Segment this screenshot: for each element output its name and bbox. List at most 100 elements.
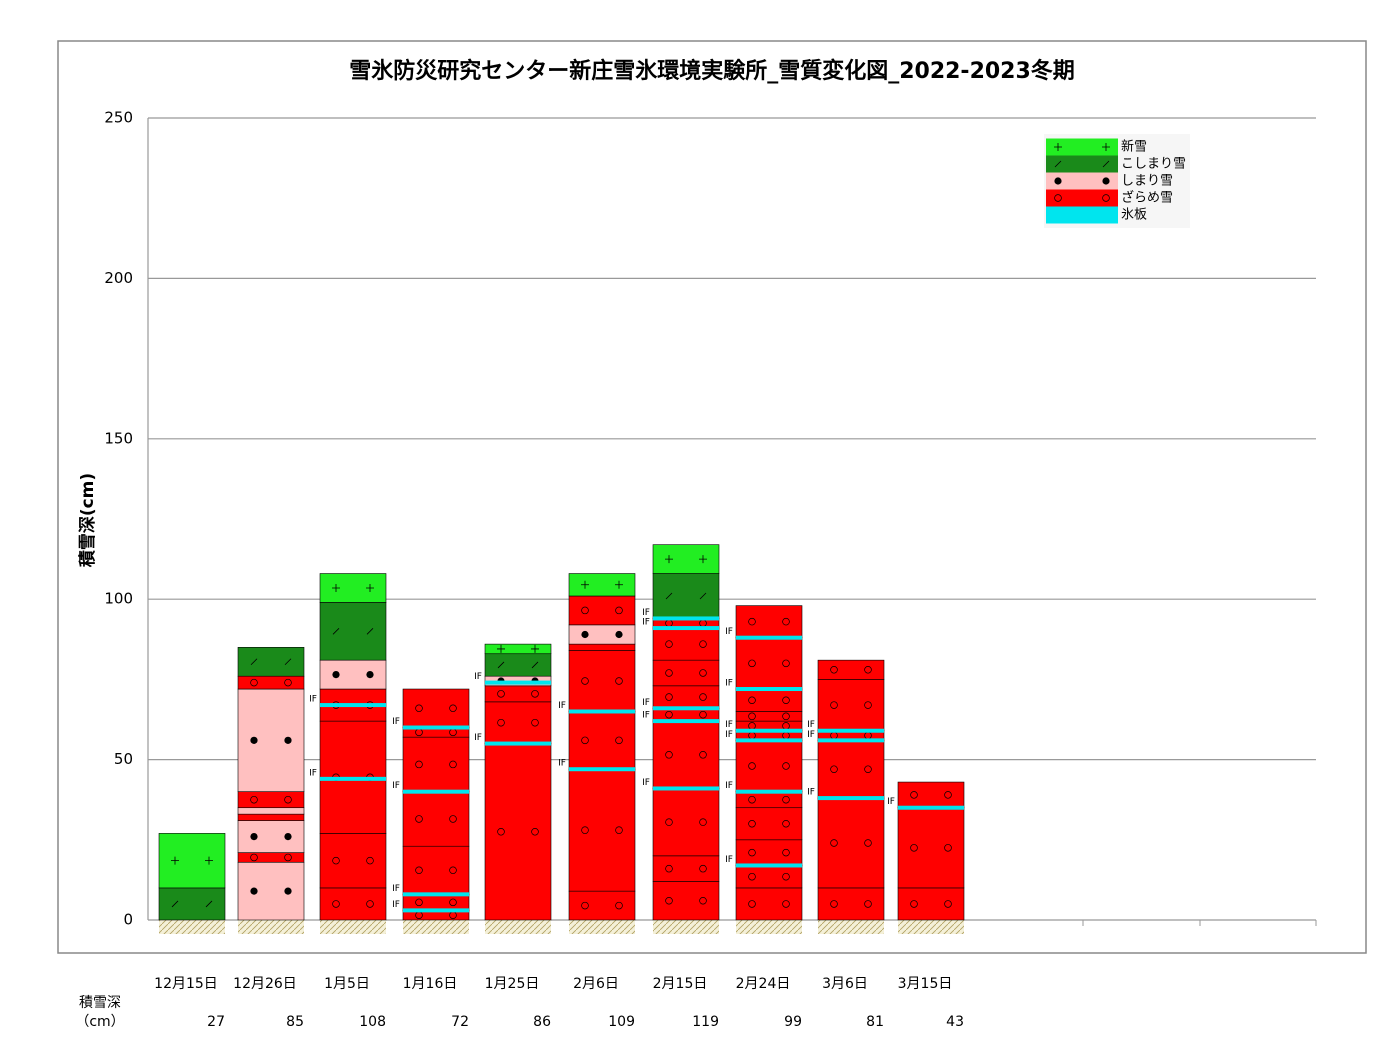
symbol [1102, 177, 1110, 185]
symbol [782, 820, 790, 828]
symbol [332, 670, 340, 679]
snow-layer [158, 887, 226, 921]
symbol [782, 872, 790, 881]
ice-label: IF [392, 717, 400, 727]
ground [898, 920, 964, 934]
symbol [699, 555, 707, 564]
snow-layer [237, 791, 305, 809]
snow-layer [484, 653, 552, 677]
symbol [665, 864, 673, 873]
table-label: 積雪深 [79, 995, 121, 1011]
y-tick-label: 0 [123, 911, 133, 929]
symbol [1102, 143, 1110, 151]
y-tick-label: 100 [104, 590, 133, 608]
symbol [665, 640, 673, 648]
symbol [332, 583, 340, 592]
symbol [944, 844, 952, 852]
snow-layer [817, 659, 885, 680]
depth-value: 99 [784, 1014, 802, 1030]
symbol [748, 900, 756, 908]
snow-layer [735, 688, 803, 712]
symbol [748, 820, 756, 828]
symbol [449, 898, 457, 907]
symbol [944, 900, 952, 908]
symbol [699, 592, 707, 600]
ice-label: IF [807, 720, 815, 730]
ice-layer [653, 616, 719, 621]
symbol [581, 826, 589, 834]
symbol [864, 900, 872, 908]
symbol [415, 760, 423, 769]
snow-layer [402, 845, 470, 895]
symbol [615, 606, 623, 615]
ice-label: IF [309, 695, 317, 705]
symbol [864, 765, 872, 773]
legend-label: 氷板 [1121, 208, 1147, 223]
snow-layer [237, 813, 305, 821]
symbol [171, 900, 179, 908]
ice-layer [736, 789, 802, 794]
snow-layer [484, 643, 552, 655]
snow-layer [735, 711, 803, 722]
depth-value: 27 [207, 1014, 225, 1030]
ice-label: IF [309, 768, 317, 778]
snow-layer [652, 659, 720, 687]
symbol [250, 853, 258, 862]
symbol [830, 701, 838, 709]
snow-layer [652, 881, 720, 921]
symbol [748, 659, 756, 668]
snow-layer [568, 573, 636, 597]
x-tick-label: 1月5日 [324, 976, 370, 992]
ground [569, 920, 635, 934]
depth-value: 81 [866, 1014, 884, 1030]
ice-label: IF [474, 733, 482, 743]
symbol [782, 795, 790, 804]
symbol [748, 795, 756, 804]
snow-layer [568, 711, 636, 770]
snow-layer [735, 791, 803, 809]
symbol [531, 644, 539, 653]
ice-layer [736, 738, 802, 743]
symbol [415, 866, 423, 875]
snow-layer [568, 650, 636, 712]
symbol [366, 627, 374, 635]
snow-layer [237, 820, 305, 853]
snow-layer [652, 685, 720, 709]
legend-label: 新雪 [1121, 139, 1147, 155]
symbol [665, 693, 673, 701]
symbol [449, 815, 457, 823]
symbol [665, 818, 673, 826]
symbol [830, 666, 838, 674]
symbol [782, 696, 790, 705]
legend-swatch [1046, 155, 1118, 173]
symbol [581, 630, 589, 639]
depth-value: 72 [451, 1014, 469, 1030]
symbol [864, 701, 872, 709]
ice-layer [818, 738, 884, 743]
legend-swatch [1046, 206, 1118, 224]
chart-title: 雪氷防災研究センター新庄雪氷環境実験所_雪質変化図_2022-2023冬期 [349, 58, 1075, 84]
symbol [748, 617, 756, 626]
ice-layer [898, 805, 964, 810]
snow-layer [897, 887, 965, 921]
symbol [415, 704, 423, 713]
symbol [748, 712, 756, 721]
x-tick-label: 12月15日 [154, 976, 218, 992]
snow-layer [568, 768, 636, 892]
ice-label: IF [725, 679, 733, 689]
symbol [699, 897, 707, 905]
ice-layer [320, 776, 386, 781]
symbol [250, 887, 258, 895]
snow-layer [652, 855, 720, 882]
symbol [250, 795, 258, 804]
ice-layer [485, 680, 551, 685]
symbol [497, 661, 505, 669]
ice-layer [818, 728, 884, 733]
symbol [449, 866, 457, 875]
y-axis-title: 積雪深(cm) [77, 473, 98, 567]
snow-layer [568, 643, 636, 651]
symbol [615, 580, 623, 589]
symbol [497, 718, 505, 727]
symbol [332, 900, 340, 908]
symbol [366, 583, 374, 592]
